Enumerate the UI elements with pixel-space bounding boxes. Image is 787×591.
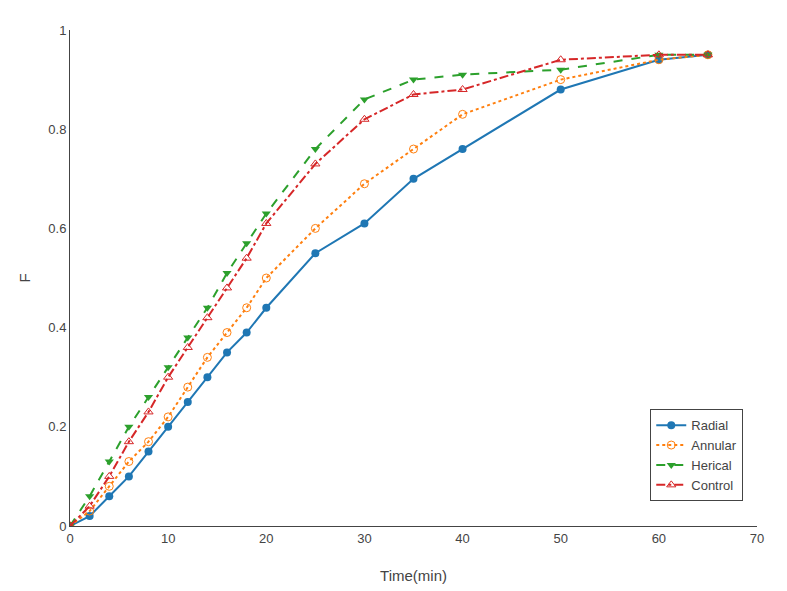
svg-text:40: 40 (455, 531, 469, 546)
svg-text:Time(min): Time(min) (380, 567, 447, 584)
svg-text:70: 70 (750, 531, 764, 546)
svg-text:60: 60 (652, 531, 666, 546)
svg-text:0: 0 (59, 519, 66, 534)
svg-text:Radial: Radial (691, 418, 728, 433)
svg-text:0.8: 0.8 (48, 122, 66, 137)
svg-text:0.4: 0.4 (48, 320, 66, 335)
svg-text:0.6: 0.6 (48, 221, 66, 236)
svg-text:0.2: 0.2 (48, 419, 66, 434)
svg-text:Annular: Annular (691, 438, 736, 453)
svg-text:Control: Control (691, 478, 733, 493)
svg-text:1: 1 (59, 23, 66, 38)
svg-text:Herical: Herical (691, 458, 732, 473)
svg-text:30: 30 (357, 531, 371, 546)
svg-text:50: 50 (553, 531, 567, 546)
svg-text:10: 10 (161, 531, 175, 546)
svg-text:F: F (16, 273, 33, 282)
svg-text:0: 0 (66, 531, 73, 546)
svg-text:20: 20 (259, 531, 273, 546)
